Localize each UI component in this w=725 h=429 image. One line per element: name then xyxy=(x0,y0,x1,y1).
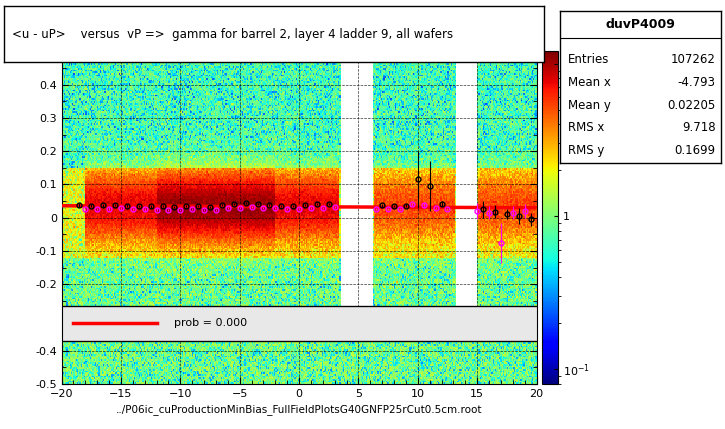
Text: duvP4009: duvP4009 xyxy=(605,18,675,31)
Text: 0.1699: 0.1699 xyxy=(675,144,716,157)
Bar xyxy=(62,306,536,341)
Text: Mean x: Mean x xyxy=(568,76,610,89)
Text: RMS y: RMS y xyxy=(568,144,604,157)
Text: 9.718: 9.718 xyxy=(682,121,716,135)
Text: <u - uP>    versus  vP =>  gamma for barrel 2, layer 4 ladder 9, all wafers: <u - uP> versus vP => gamma for barrel 2… xyxy=(12,28,453,41)
Text: 0.02205: 0.02205 xyxy=(668,99,716,112)
X-axis label: ../P06ic_cuProductionMinBias_FullFieldPlotsG40GNFP25rCut0.5cm.root: ../P06ic_cuProductionMinBias_FullFieldPl… xyxy=(116,405,482,415)
Text: RMS x: RMS x xyxy=(568,121,604,135)
Text: 107262: 107262 xyxy=(671,53,716,66)
Text: Mean y: Mean y xyxy=(568,99,610,112)
Text: prob = 0.000: prob = 0.000 xyxy=(175,318,247,328)
Text: Entries: Entries xyxy=(568,53,609,66)
Text: -4.793: -4.793 xyxy=(678,76,716,89)
